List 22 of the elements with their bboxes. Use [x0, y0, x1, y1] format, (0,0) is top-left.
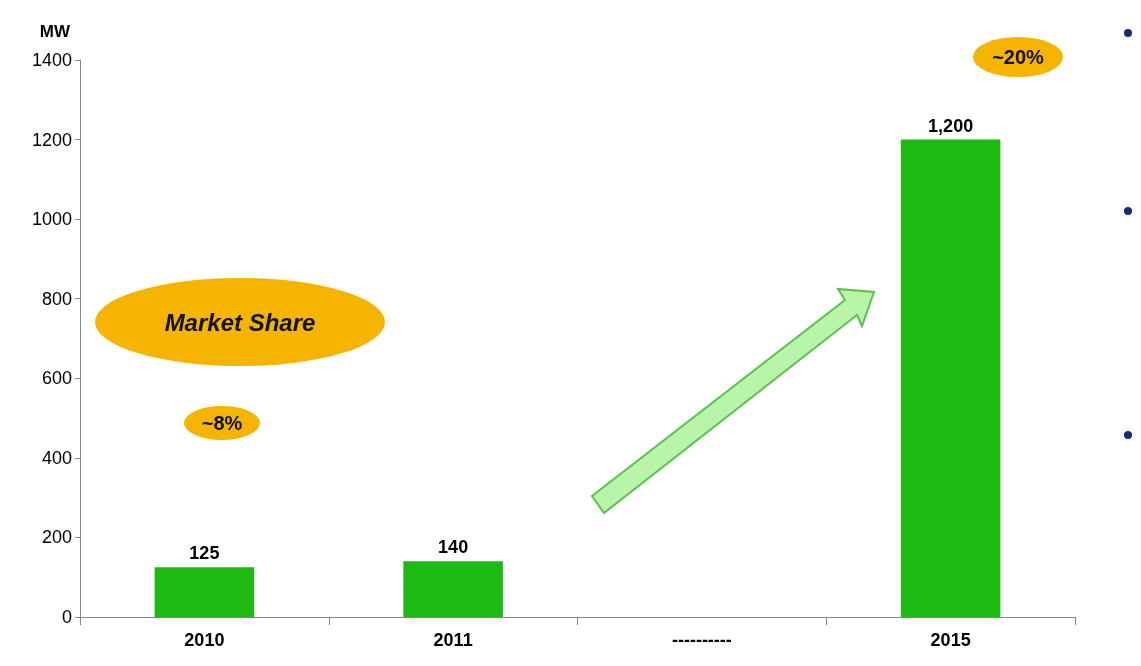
bar [900, 139, 1001, 617]
data-label: 125 [189, 543, 220, 564]
annotation: Market Share [164, 308, 316, 336]
y-tick-label: 0 [61, 607, 72, 627]
x-tick-label: 2015 [930, 630, 971, 650]
y-tick-label: 1400 [31, 50, 72, 70]
y-tick-label: 600 [41, 368, 72, 389]
bar [154, 567, 255, 617]
bar [403, 561, 503, 617]
annotation: ~8% [201, 412, 243, 434]
x-tick-label: 2010 [184, 630, 225, 650]
y-tick-label: 1000 [31, 209, 72, 230]
x-tick-label: ---------- [671, 630, 732, 650]
y-tick-label: 200 [41, 527, 72, 548]
y-tick-label: 400 [41, 447, 72, 468]
y-axis-title: MW [39, 22, 71, 41]
annotation: ~20% [992, 46, 1045, 68]
data-label: 140 [438, 537, 469, 558]
y-tick-label: 800 [41, 288, 72, 309]
x-tick-label: 2011 [433, 630, 473, 650]
y-tick-label: 1200 [31, 129, 72, 150]
data-label: 1,200 [928, 115, 974, 136]
